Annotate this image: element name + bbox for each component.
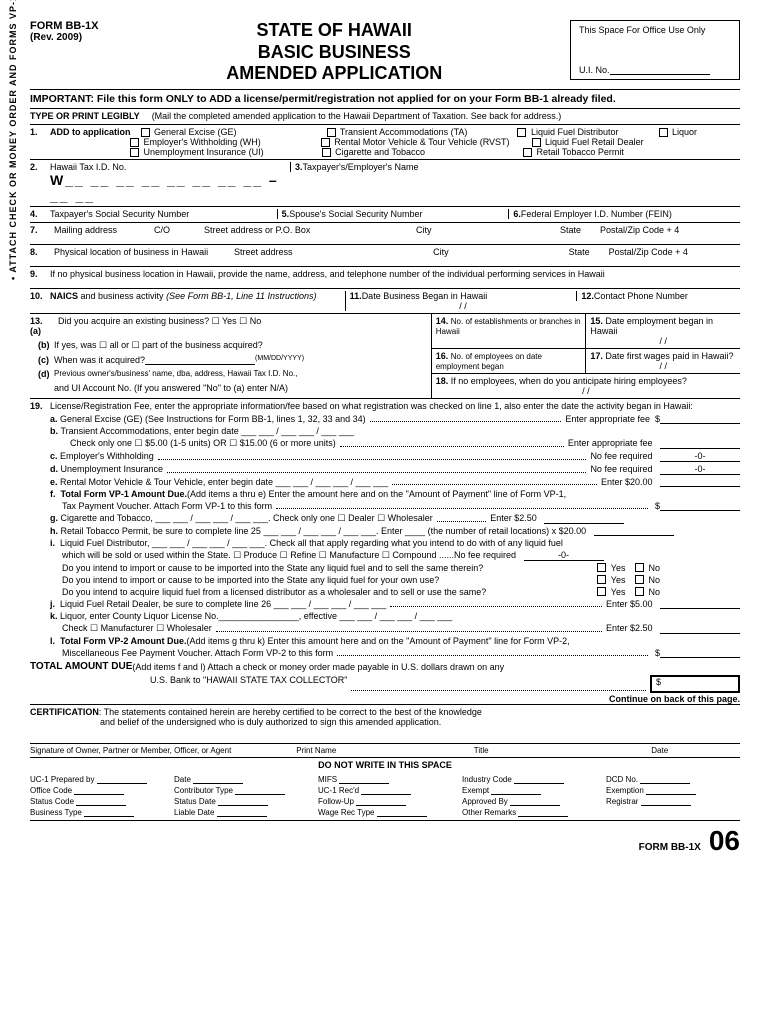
title-2: BASIC BUSINESS	[98, 42, 570, 64]
footer: FORM BB-1X 06	[30, 820, 740, 857]
line6-label: Federal Employer I.D. Number (FEIN)	[521, 209, 672, 219]
office-use-box: This Space For Office Use Only U.I. No.	[570, 20, 740, 80]
attach-instruction: • ATTACH CHECK OR MONEY ORDER AND FORMS …	[8, 0, 18, 280]
checkbox-no-3[interactable]	[635, 587, 644, 596]
checkbox-no-1[interactable]	[635, 563, 644, 572]
line-1: 1. ADD to application General Excise (GE…	[30, 125, 740, 160]
office-use-label: This Space For Office Use Only	[579, 25, 731, 35]
form-revision: (Rev. 2009)	[30, 32, 98, 43]
checkbox-rtp[interactable]	[523, 148, 532, 157]
checkbox-liquor[interactable]	[659, 128, 668, 137]
form-id: FORM BB-1X	[30, 20, 98, 32]
checkbox-ct[interactable]	[322, 148, 331, 157]
line5-label: Spouse's Social Security Number	[289, 209, 422, 219]
line-8: 8. Physical location of business in Hawa…	[30, 245, 740, 267]
line-19-items: a. General Excise (GE) (See Instructions…	[30, 413, 740, 659]
header: FORM BB-1X (Rev. 2009) STATE OF HAWAII B…	[30, 20, 740, 85]
title-3: AMENDED APPLICATION	[98, 63, 570, 85]
checkbox-rvst[interactable]	[321, 138, 330, 147]
continue-note: Continue on back of this page.	[30, 694, 740, 704]
line-4-5-6: 4. Taxpayer's Social Security Number 5.S…	[30, 207, 740, 223]
type-print-row: TYPE OR PRINT LEGIBLY (Mail the complete…	[30, 109, 740, 125]
line-9: 9. If no physical business location in H…	[30, 267, 740, 289]
line-7: 7. Mailing address C/O Street address or…	[30, 223, 740, 245]
total-amount-due: TOTAL AMOUNT DUE (Add items f and l) Att…	[30, 659, 740, 674]
total-amount-box[interactable]: $	[650, 675, 740, 693]
type-print-label: TYPE OR PRINT LEGIBLY	[30, 111, 140, 121]
line3-label: Taxpayer's/Employer's Name	[303, 162, 419, 172]
hawaii-tax-id-input[interactable]: W__ __ __ __ __ __ __ __ – __ __	[50, 172, 290, 204]
checkbox-yes-3[interactable]	[597, 587, 606, 596]
checkbox-ta[interactable]	[327, 128, 336, 137]
signature-row: Signature of Owner, Partner or Member, O…	[30, 743, 740, 758]
checkbox-ui[interactable]	[130, 148, 139, 157]
do-not-write: DO NOT WRITE IN THIS SPACE	[30, 758, 740, 772]
certification: CERTIFICATION: The statements contained …	[30, 704, 740, 729]
line-2-3: 2. Hawaii Tax I.D. No. W__ __ __ __ __ _…	[30, 160, 740, 207]
line4-label: Taxpayer's Social Security Number	[50, 209, 277, 219]
admin-grid: UC-1 Prepared by Date MIFS Industry Code…	[30, 772, 740, 820]
checkbox-no-2[interactable]	[635, 575, 644, 584]
important-notice: IMPORTANT: File this form ONLY to ADD a …	[30, 89, 740, 109]
mail-note: (Mail the completed amended application …	[152, 111, 562, 121]
ui-no-label: U.I. No.	[579, 65, 731, 75]
line-13-block: 13.(a)Did you acquire an existing busine…	[30, 314, 740, 399]
checkbox-lfd[interactable]	[517, 128, 526, 137]
line-10-11-12: 10. NAICS and business activity (See For…	[30, 289, 740, 314]
title-1: STATE OF HAWAII	[98, 20, 570, 42]
checkbox-yes-1[interactable]	[597, 563, 606, 572]
checkbox-ge[interactable]	[141, 128, 150, 137]
line-19: 19.License/Registration Fee, enter the a…	[30, 399, 740, 413]
line2-label: Hawaii Tax I.D. No.	[50, 162, 290, 172]
checkbox-yes-2[interactable]	[597, 575, 606, 584]
checkbox-wh[interactable]	[130, 138, 139, 147]
checkbox-lfrd[interactable]	[532, 138, 541, 147]
